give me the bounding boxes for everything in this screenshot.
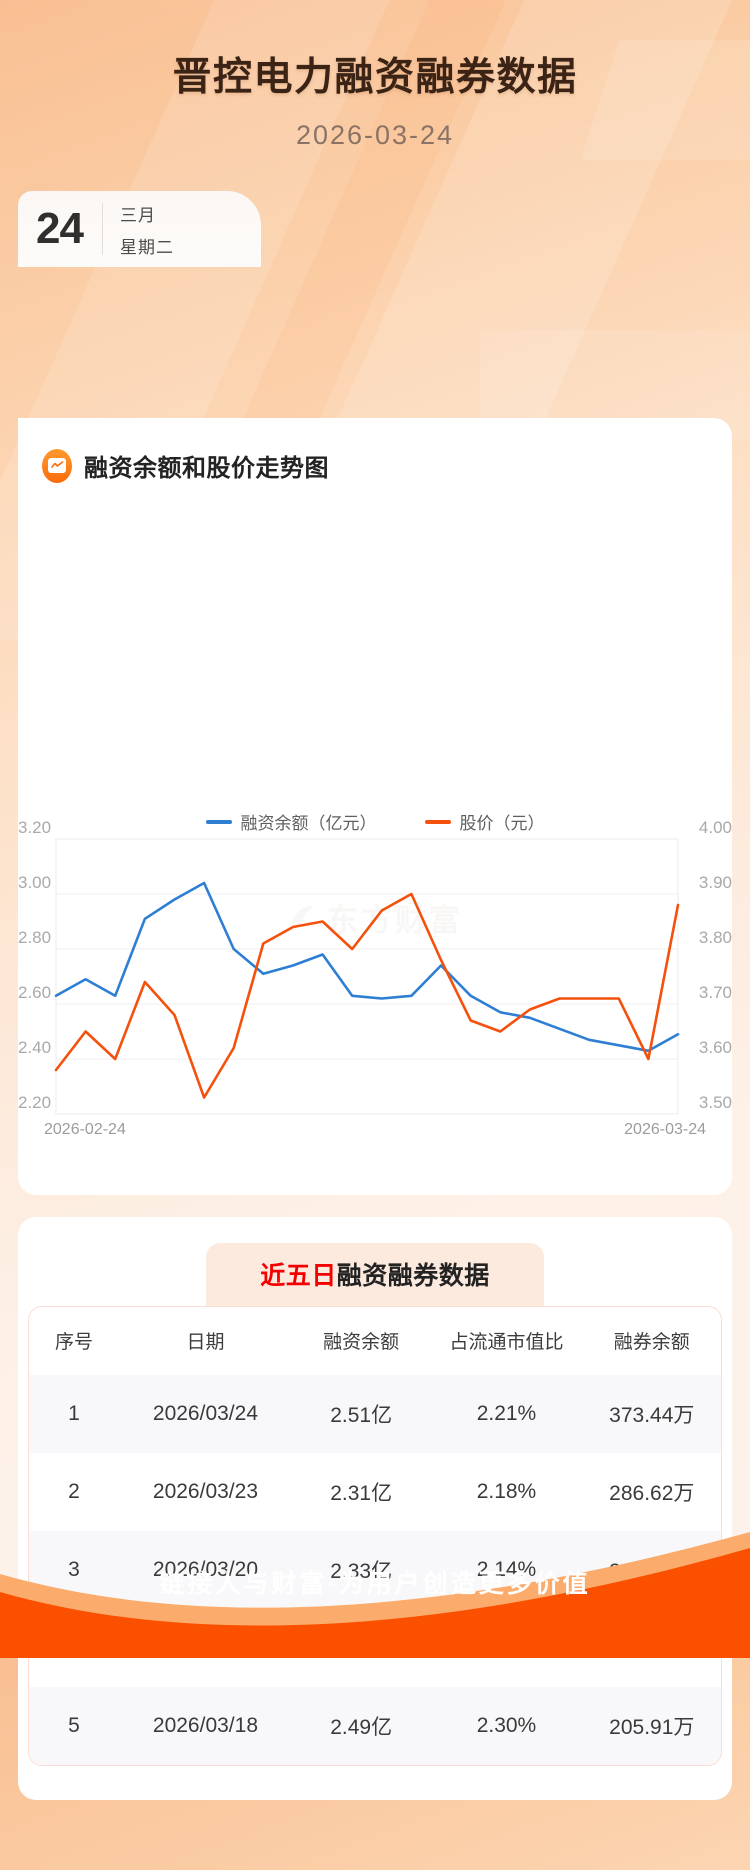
table-column-header: 融券余额 (613, 1332, 690, 1353)
table-cell: 5 (68, 1714, 80, 1737)
x-axis-start-date: 2026-02-24 (44, 1121, 126, 1138)
right-tick-label: 3.70 (699, 983, 732, 1002)
chart-legend: 融资余额（亿元） 股价（元） (18, 809, 732, 834)
calendar-divider (101, 203, 103, 255)
calendar-month: 三月 (119, 205, 156, 225)
table-cell: 2026/03/23 (152, 1480, 258, 1503)
table-cell: 1 (68, 1402, 80, 1425)
stock-chart-icon (42, 448, 72, 483)
table-row[interactable]: 2 2026/03/23 2.31亿 2.18% 286.62万 (29, 1453, 721, 1531)
table-column-header: 占流通市值比 (449, 1332, 564, 1353)
page-header: 晋控电力融资融券数据 2026-03-24 (0, 0, 750, 151)
legend-swatch-orange (424, 819, 451, 824)
table-cell: 286.62万 (609, 1482, 695, 1505)
table-title-rest: 融资融券数据 (336, 1262, 490, 1290)
series-line-financing-balance (54, 881, 680, 1053)
left-tick-label: 2.80 (18, 928, 51, 947)
table-cell: 2.14% (476, 1558, 537, 1581)
table-cell: 2.51亿 (330, 1404, 393, 1427)
chart-gridlines (56, 893, 678, 1060)
right-tick-label: 3.50 (699, 1093, 732, 1112)
table-row[interactable]: 5 2026/03/18 2.49亿 2.30% 205.91万 (29, 1687, 721, 1765)
table-cell: 2026/03/18 (152, 1714, 258, 1737)
legend-swatch-blue (205, 819, 232, 824)
table-column-header: 日期 (186, 1332, 225, 1353)
left-tick-label: 2.40 (18, 1038, 51, 1057)
legend-item-financing-balance[interactable]: 融资余额（亿元） (205, 809, 377, 834)
table-column-header: 融资余额 (323, 1332, 400, 1353)
table-cell: 2.49亿 (330, 1716, 393, 1739)
table-title-badge: 近五日融资融券数据 (206, 1243, 544, 1306)
footer-slogan: 链接人与财富·为用户创造更多价值 (159, 1570, 591, 1598)
table-cell: 2.21% (476, 1402, 537, 1425)
left-tick-label: 2.60 (18, 983, 51, 1002)
chart-section-header: 融资余额和股价走势图 (18, 438, 732, 483)
x-axis-end-date: 2026-03-24 (624, 1121, 706, 1138)
table-cell: 2.31亿 (330, 1482, 393, 1505)
calendar-weekday: 星期二 (119, 237, 174, 257)
page-subtitle-date: 2026-03-24 (295, 120, 455, 150)
legend-label-stock-price: 股价（元） (459, 814, 545, 833)
right-axis-ticks: 4.00 3.90 3.80 3.70 3.60 3.50 (699, 818, 732, 1112)
footer-wave (0, 1532, 750, 1658)
table-cell: 3 (68, 1558, 80, 1581)
right-tick-label: 3.90 (699, 873, 732, 892)
chart-section-title: 融资余额和股价走势图 (84, 455, 329, 482)
table-cell: 2026/03/24 (152, 1402, 258, 1425)
table-cell: 2.33亿 (330, 1560, 393, 1583)
calendar-day: 24 (36, 204, 84, 253)
left-axis-ticks: 3.20 3.00 2.80 2.60 2.40 2.20 (18, 818, 51, 1112)
left-tick-label: 2.20 (18, 1093, 51, 1112)
table-column-header: 序号 (54, 1332, 93, 1353)
table-row[interactable]: 1 2026/03/24 2.51亿 2.21% 373.44万 (29, 1375, 721, 1453)
table-header-row: 序号 日期 融资余额 占流通市值比 融券余额 (29, 1307, 721, 1375)
page-title: 晋控电力融资融券数据 (172, 56, 578, 99)
calendar-badge: 24 三月 星期二 (18, 191, 261, 267)
table-cell: 373.44万 (609, 1404, 695, 1427)
series-line-stock-price (54, 892, 680, 1099)
legend-label-financing-balance: 融资余额（亿元） (240, 814, 377, 833)
table-cell: 2026/03/20 (152, 1558, 258, 1581)
table-title-highlight: 近五日 (260, 1262, 337, 1290)
table-cell: 2.30% (476, 1714, 537, 1737)
left-tick-label: 3.00 (18, 873, 51, 892)
table-cell: 2 (68, 1480, 80, 1503)
legend-item-stock-price[interactable]: 股价（元） (424, 809, 545, 834)
table-cell: 2.18% (476, 1480, 537, 1503)
right-tick-label: 3.80 (699, 928, 732, 947)
right-tick-label: 4.00 (699, 818, 732, 837)
trend-chart[interactable]: 东方财富 3.20 3.00 2.80 2.60 2.40 2.20 4.00 3.90 3.… (18, 809, 732, 1169)
right-tick-label: 3.60 (699, 1038, 732, 1057)
table-cell: 205.91万 (609, 1716, 695, 1739)
left-tick-label: 3.20 (18, 818, 51, 837)
chart-card: 融资余额和股价走势图 东方财富 3.20 3.00 2.80 2.60 2.40 2.20… (18, 418, 732, 1195)
page-footer: 链接人与财富·为用户创造更多价值 (0, 1452, 750, 1658)
chart-canvas: 3.20 3.00 2.80 2.60 2.40 2.20 4.00 3.90 3.80 3.7… (18, 818, 732, 1138)
